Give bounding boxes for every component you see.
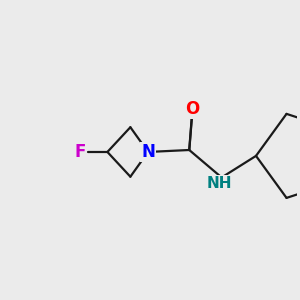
Text: NH: NH (207, 176, 232, 191)
Text: N: N (141, 143, 155, 161)
Text: O: O (185, 100, 199, 118)
Text: F: F (74, 143, 85, 161)
